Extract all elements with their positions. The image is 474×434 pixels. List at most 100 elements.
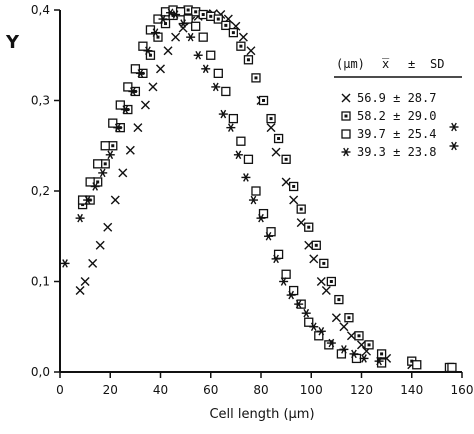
data-point-boxdot [213,14,223,24]
data-point-asterisk [90,182,100,191]
data-point-asterisk [359,354,369,363]
data-point-asterisk [248,195,258,205]
y-tick-label: 0,3 [31,94,50,108]
data-point-square [243,154,254,164]
data-point-x [103,222,113,232]
data-point-x [75,286,85,296]
data-point-x [271,147,281,157]
data-point-x [339,322,349,332]
data-point-boxdot [311,240,321,250]
data-point-square [236,136,246,146]
data-point-square [93,159,103,169]
data-point-asterisk [120,105,130,114]
data-point-boxdot [100,159,110,169]
data-point-x [156,64,165,74]
x-tick-label: 140 [400,383,423,397]
x-tick-label: 0 [56,383,64,397]
data-point-boxdot [326,276,337,287]
data-point-asterisk [316,327,326,336]
data-point-asterisk [264,231,274,241]
legend-unit: (μm) [336,57,365,71]
data-point-asterisk [83,195,93,205]
data-point-asterisk [113,123,123,132]
data-point-asterisk [171,10,181,19]
x-tick-label: 100 [300,383,323,397]
y-tick-label: 0,0 [31,365,50,379]
data-point-square [100,141,110,151]
data-point-x [321,286,331,296]
x-tick-label: 80 [253,383,268,397]
data-point-boxdot [296,204,306,214]
legend-entry-2: 58.2 ± 29.0 [357,109,436,123]
data-point-square [85,177,95,187]
data-point-boxdot [258,95,269,106]
x-tick-label: 40 [153,383,168,397]
data-point-boxdot [304,222,314,232]
data-point-square [412,360,422,370]
data-point-square [206,50,216,60]
data-point-asterisk [158,14,168,24]
data-point-boxdot [108,141,118,151]
legend-entry-3: 39.7 ± 25.4 [357,127,436,141]
data-point-square [281,269,291,279]
data-point-asterisk [256,213,266,223]
y-tick-label: 0,1 [31,275,50,289]
data-point-x [125,145,135,155]
data-markers [60,5,457,373]
data-point-square [251,186,261,196]
data-point-square [108,118,118,128]
data-point-asterisk [233,150,243,160]
data-point-asterisk [349,349,359,359]
data-point-boxdot [341,111,351,121]
data-point-square [138,41,148,51]
data-point-asterisk [374,356,384,366]
data-point-asterisk [98,168,108,178]
data-point-x [95,240,105,250]
data-point-square [228,113,239,124]
data-point-square [221,86,231,97]
data-point-boxdot [289,181,299,192]
data-point-asterisk [193,50,203,60]
data-point-boxdot [376,349,387,359]
data-point-boxdot [266,113,276,124]
legend-markers [341,93,459,157]
data-point-x [88,258,98,268]
data-point-asterisk [201,64,211,74]
data-point-asterisk [150,28,160,37]
data-point-boxdot [228,27,239,38]
data-point-asterisk [339,345,349,354]
data-point-asterisk [279,277,289,286]
data-point-boxdot [243,55,254,65]
data-point-x [296,218,306,228]
data-point-asterisk [166,8,176,17]
x-tick-label: 160 [451,383,474,397]
data-point-boxdot [221,20,231,31]
data-point-asterisk [341,147,351,157]
data-point-x [289,195,299,205]
data-point-square [183,14,193,24]
data-point-x [148,82,158,92]
data-point-x [178,23,188,33]
data-point-asterisk [75,213,85,223]
y-tick-label: 0,4 [31,3,50,17]
x-ticks: 0 20 40 60 80 100 120 140 160 [56,372,473,397]
data-point-asterisk [226,123,236,132]
data-point-square [130,64,141,74]
legend-entry-4: 39.3 ± 23.8 [357,145,436,159]
data-point-boxdot [364,340,374,350]
data-point-boxdot [334,294,344,305]
x-axis-label: Cell length (μm) [209,407,314,422]
data-point-asterisk [211,82,221,92]
data-point-square [213,68,223,78]
data-point-boxdot [319,258,329,269]
data-point-asterisk [178,19,188,28]
data-point-boxdot [206,11,216,21]
data-point-asterisk [326,338,336,348]
x-tick-label: 60 [203,383,218,397]
data-point-asterisk [135,69,145,78]
data-point-x [357,340,366,350]
data-point-boxdot [354,331,364,341]
data-point-x [140,100,150,110]
data-point-x [110,195,120,205]
